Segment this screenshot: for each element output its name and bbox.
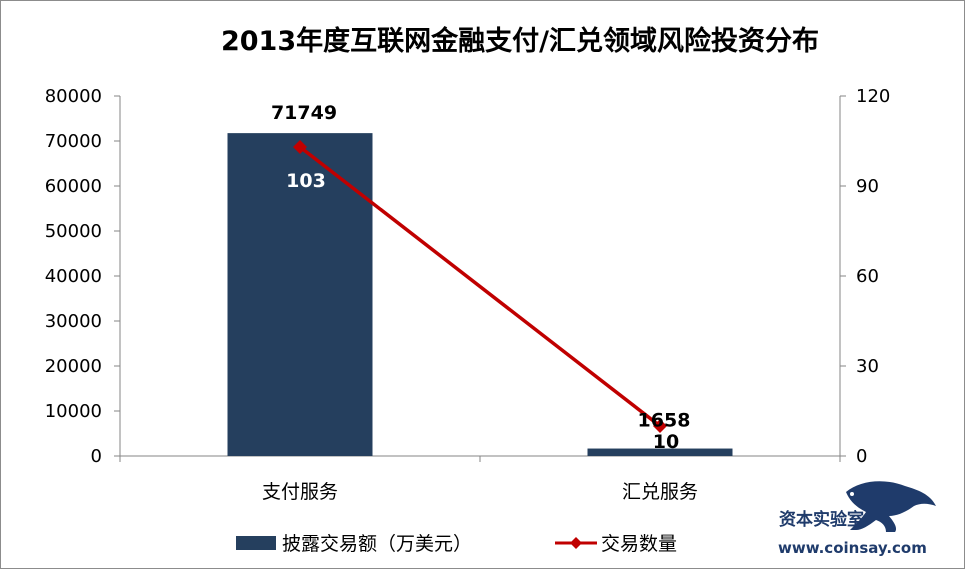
bar-value-label: 71749 xyxy=(271,102,337,124)
right-tick-label: 120 xyxy=(856,86,890,107)
left-tick-label: 80000 xyxy=(45,86,102,107)
bar-value-label: 1658 xyxy=(638,410,691,432)
left-tick-label: 70000 xyxy=(45,131,102,152)
left-tick-label: 10000 xyxy=(45,401,102,422)
watermark: 资本实验室 www.coinsay.com xyxy=(778,481,936,557)
right-tick-label: 30 xyxy=(856,356,879,377)
legend-bar-label: 披露交易额（万美元） xyxy=(282,533,472,555)
bar xyxy=(227,133,373,456)
bar xyxy=(587,448,733,456)
legend-line-marker xyxy=(570,537,582,549)
left-tick-label: 0 xyxy=(91,446,102,467)
chart-title: 2013年度互联网金融支付/汇兑领域风险投资分布 xyxy=(221,25,819,57)
category-labels: 支付服务 汇兑服务 xyxy=(262,481,698,503)
bar-series xyxy=(227,133,733,456)
legend: 披露交易额（万美元） 交易数量 xyxy=(236,533,677,555)
line-value-label: 103 xyxy=(286,170,326,192)
left-tick-label: 60000 xyxy=(45,176,102,197)
right-tick-label: 0 xyxy=(856,446,867,467)
left-tick-label: 50000 xyxy=(45,221,102,242)
line-point xyxy=(653,419,667,433)
line-point xyxy=(293,140,307,154)
category-label: 汇兑服务 xyxy=(622,481,698,503)
line-series xyxy=(293,140,667,433)
right-tick-label: 90 xyxy=(856,176,879,197)
left-tick-label: 40000 xyxy=(45,266,102,287)
panther-logo-icon xyxy=(846,481,936,532)
series-line xyxy=(298,145,662,428)
right-tick-label: 60 xyxy=(856,266,879,287)
axes: 0 10000 20000 30000 40000 50000 60000 70000 8000… xyxy=(45,86,891,467)
line-value-label: 10 xyxy=(653,431,679,453)
left-tick-label: 30000 xyxy=(45,311,102,332)
left-tick-label: 20000 xyxy=(45,356,102,377)
legend-line-label: 交易数量 xyxy=(601,533,677,555)
watermark-url: www.coinsay.com xyxy=(778,539,927,557)
category-label: 支付服务 xyxy=(262,481,338,503)
legend-bar-swatch xyxy=(236,536,276,550)
data-labels: 71749 1658 103 10 xyxy=(271,102,691,453)
watermark-brand: 资本实验室 xyxy=(779,509,864,530)
